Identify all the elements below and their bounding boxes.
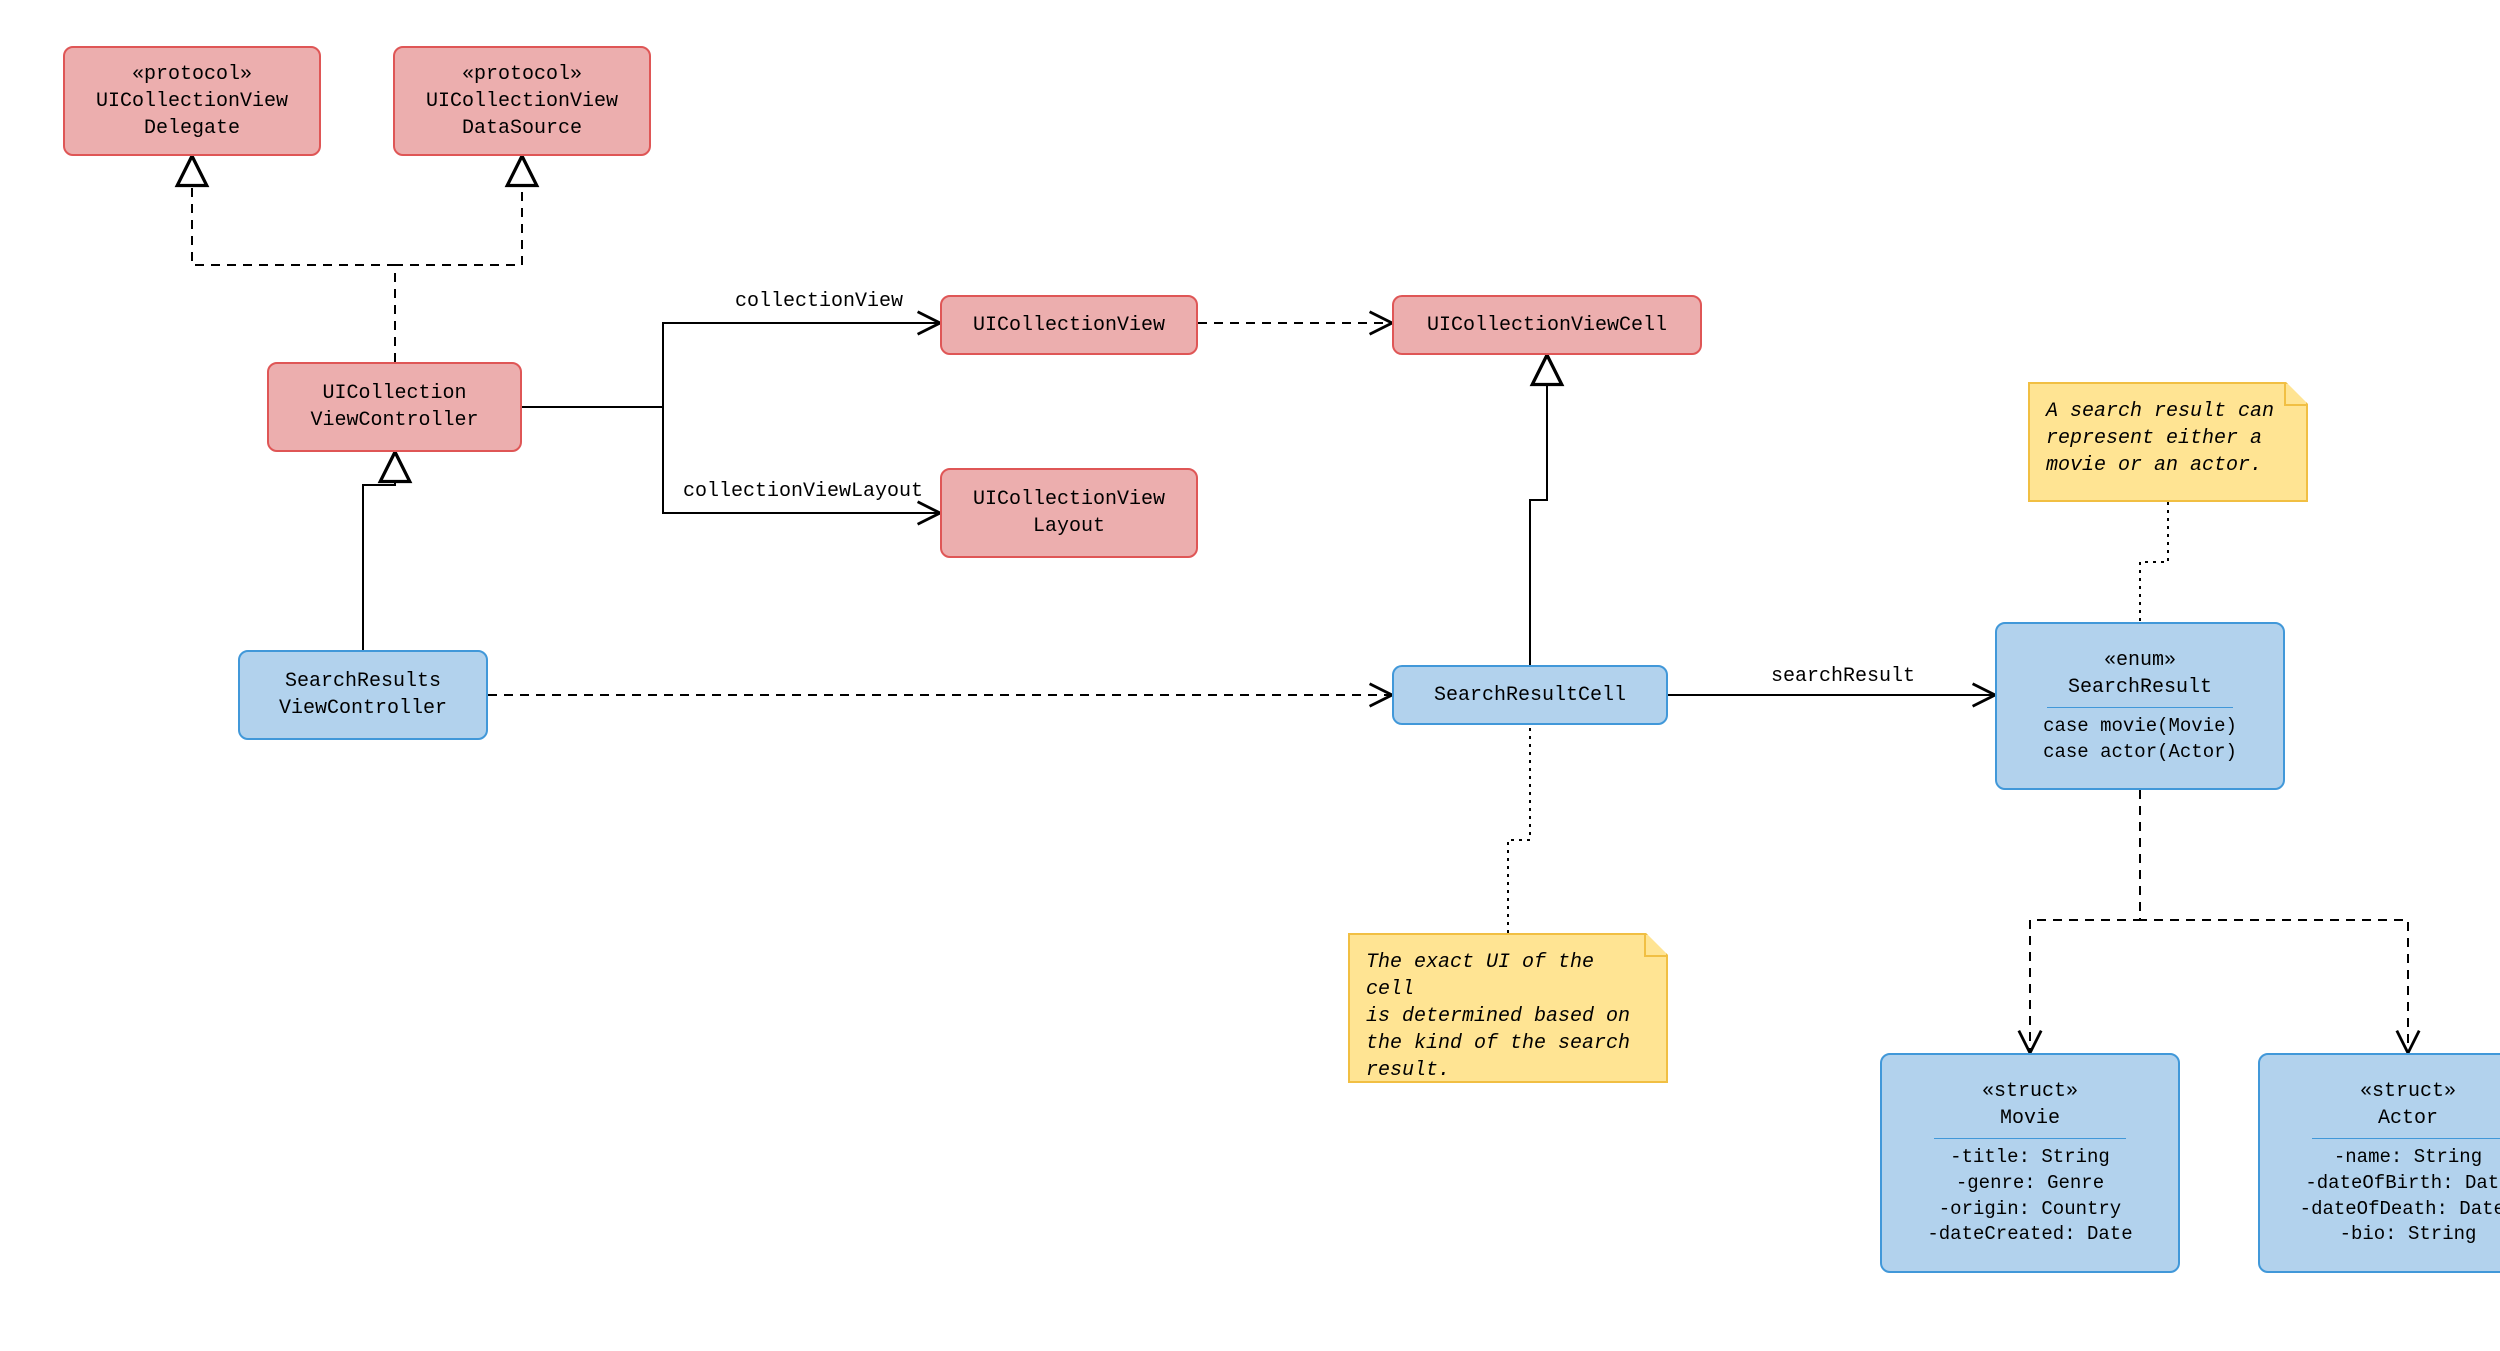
edge-e_uicvc_impl_delegate [192, 156, 395, 362]
edge-label-e_uicvc_to_uicv: collectionView [735, 290, 903, 313]
note-line: is determined based on [1366, 1003, 1650, 1030]
node-name-line: SearchResult [2068, 674, 2212, 701]
node-body-line: -dateOfDeath: Date? [2300, 1197, 2500, 1223]
node-name-line: Actor [2378, 1105, 2438, 1132]
node-name-line: Delegate [144, 115, 240, 142]
node-body-line: -genre: Genre [1956, 1171, 2104, 1197]
node-uicvc: UICollectionViewController [267, 362, 522, 452]
node-body-line: case movie(Movie) [2043, 714, 2237, 740]
node-uicvLayout: UICollectionViewLayout [940, 468, 1198, 558]
node-stereotype: «enum» [2104, 647, 2176, 674]
node-name-line: UICollectionView [426, 88, 618, 115]
node-body-line: -dateOfBirth: Date [2305, 1171, 2500, 1197]
edge-e_enum_dep_movie [2030, 790, 2140, 1053]
note-line: result. [1366, 1057, 1650, 1084]
node-name-line: UICollectionView [973, 312, 1165, 339]
node-name-line: UICollectionView [96, 88, 288, 115]
note-line: A search result can [2046, 398, 2290, 425]
node-body-line: -dateCreated: Date [1927, 1222, 2132, 1248]
node-searchResultCell: SearchResultCell [1392, 665, 1668, 725]
note-line: the kind of the search [1366, 1030, 1650, 1057]
node-name-line: ViewController [279, 695, 447, 722]
node-stereotype: «struct» [1982, 1078, 2078, 1105]
node-name-line: SearchResults [285, 668, 441, 695]
node-stereotype: «protocol» [132, 61, 252, 88]
note-noteEnum: A search result canrepresent either amov… [2028, 382, 2308, 502]
node-searchResultEnum: «enum»SearchResult case movie(Movie)case … [1995, 622, 2285, 790]
node-body-line: -origin: Country [1939, 1197, 2121, 1223]
edge-e_uicvc_to_uicv [522, 323, 940, 407]
edge-e_srvc_inherit_uicvc [363, 452, 395, 650]
node-protoDataSrc: «protocol»UICollectionViewDataSource [393, 46, 651, 156]
edge-e_uicvc_impl_datasrc [395, 156, 522, 362]
note-noteCell: The exact UI of the cellis determined ba… [1348, 933, 1668, 1083]
node-uicvCell: UICollectionViewCell [1392, 295, 1702, 355]
node-body-line: -title: String [1950, 1145, 2110, 1171]
edge-label-e_uicvc_to_layout: collectionViewLayout [683, 480, 923, 503]
node-name-line: DataSource [462, 115, 582, 142]
node-actorStruct: «struct»Actor -name: String-dateOfBirth: … [2258, 1053, 2500, 1273]
node-movieStruct: «struct»Movie -title: String-genre: Genre… [1880, 1053, 2180, 1273]
node-name-line: UICollectionView [973, 486, 1165, 513]
node-body-line: -bio: String [2340, 1222, 2477, 1248]
node-name-line: ViewController [310, 407, 478, 434]
note-line: movie or an actor. [2046, 452, 2290, 479]
node-body-line: -name: String [2334, 1145, 2482, 1171]
node-searchResultsVC: SearchResultsViewController [238, 650, 488, 740]
node-name-line: Layout [1033, 513, 1105, 540]
node-body-line: case actor(Actor) [2043, 740, 2237, 766]
edge-e_cell_inherit_uicvcell [1530, 355, 1547, 665]
node-protoDelegate: «protocol»UICollectionViewDelegate [63, 46, 321, 156]
node-divider [2047, 707, 2233, 708]
diagram-canvas: collectionView collectionViewLayout search… [0, 0, 2500, 1351]
node-stereotype: «struct» [2360, 1078, 2456, 1105]
node-uicv: UICollectionView [940, 295, 1198, 355]
note-line: represent either a [2046, 425, 2290, 452]
node-divider [2312, 1138, 2500, 1139]
edge-e_noteEnum_link [2140, 502, 2168, 622]
node-stereotype: «protocol» [462, 61, 582, 88]
node-name-line: UICollection [322, 380, 466, 407]
edge-e_noteCell_link [1508, 725, 1530, 933]
node-divider [1934, 1138, 2126, 1139]
node-name-line: Movie [2000, 1105, 2060, 1132]
node-name-line: UICollectionViewCell [1427, 312, 1667, 339]
edge-e_enum_dep_actor [2140, 790, 2408, 1053]
edge-label-e_cell_to_enum: searchResult [1771, 665, 1915, 688]
note-line: The exact UI of the cell [1366, 949, 1650, 1003]
node-name-line: SearchResultCell [1434, 682, 1626, 709]
